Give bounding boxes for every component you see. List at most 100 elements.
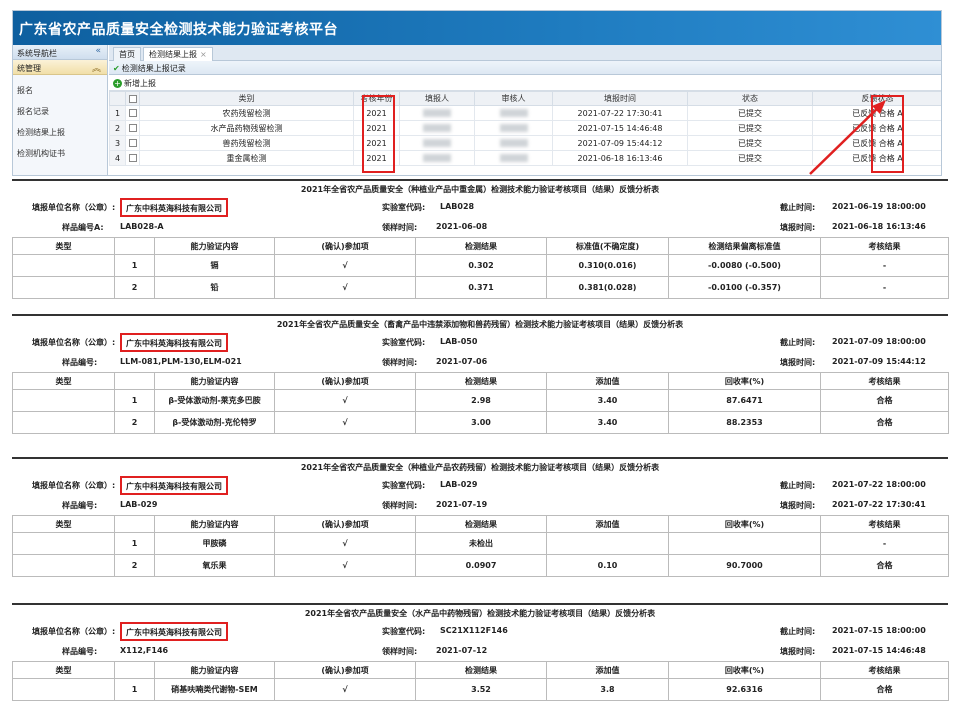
add-report-button[interactable]: + 新增上报: [113, 79, 156, 88]
deadline-label: 截止时间:: [780, 627, 816, 636]
report-cell: 3.40: [546, 411, 669, 434]
row-checkbox[interactable]: [128, 109, 137, 117]
report-header-cell: 考核结果: [820, 661, 949, 679]
report-cell: 2.98: [415, 389, 547, 412]
deadline-label: 截止时间:: [780, 203, 816, 212]
report-header-cell: (确认)参加项: [274, 237, 416, 255]
fill-time-label: 填报时间:: [780, 647, 816, 656]
feedback-status: 已反馈: [852, 153, 877, 163]
status-cell: 已提交: [687, 120, 813, 136]
sidebar-item-certificates[interactable]: 检测机构证书: [17, 149, 65, 158]
plus-icon: +: [113, 79, 122, 88]
report-header-cell: 检测结果: [415, 237, 547, 255]
sidebar-group[interactable]: 统管理 ︽: [13, 60, 107, 75]
table-row[interactable]: 3 兽药残留检测 2021 2021-07-09 15:44:12 已提交 已反馈 合格 …: [109, 135, 941, 151]
table-row[interactable]: 1 农药残留检测 2021 2021-07-22 17:30:41 已提交 已反馈 合格 …: [109, 105, 941, 121]
chevron-up-icon[interactable]: ︽: [91, 64, 101, 74]
section-divider: [12, 179, 948, 181]
feedback-status: 已反馈: [852, 138, 877, 148]
report-info-row-2: 样品编号A: LAB028-A 领样时间: 2021-06-08 填报时间: 2021-0…: [12, 217, 948, 237]
lab-code-value: LAB-029: [440, 480, 478, 489]
table-row[interactable]: 4 重金属检测 2021 2021-06-18 16:13:46 已提交 已反馈 合格 A: [109, 150, 941, 166]
category-cell: 重金属检测: [139, 150, 354, 166]
grid-header[interactable]: 填报时间: [552, 91, 688, 106]
sidebar-item-signup-records[interactable]: 报名记录: [17, 107, 49, 116]
sample-no-value: LAB028-A: [120, 222, 164, 231]
lab-code-label: 实验室代码:: [382, 627, 426, 636]
lab-code-value: LAB028: [440, 202, 475, 211]
row-checkbox[interactable]: [128, 124, 137, 132]
tab-home-label: 首页: [119, 50, 135, 59]
deadline-value: 2021-06-19 18:00:00: [832, 202, 926, 211]
reviewer-cell: [474, 105, 553, 121]
receive-time-value: 2021-07-12: [436, 646, 488, 655]
assessment-result: 合格 A: [878, 138, 903, 148]
grid-header-select[interactable]: [125, 91, 140, 106]
row-select[interactable]: [125, 120, 140, 136]
app-title: 广东省农产品质量安全检测技术能力验证考核平台: [13, 11, 941, 45]
reporter-cell: [399, 105, 475, 121]
report-header-cell: 回收率(%): [668, 372, 821, 390]
report-header-cell: 类型: [12, 515, 115, 533]
category-cell: 兽药残留检测: [139, 135, 354, 151]
grid-header[interactable]: 填报人: [399, 91, 475, 106]
feedback-cell[interactable]: 已反馈 合格 A: [812, 150, 941, 166]
sidebar-header: 系统导航栏 «: [13, 45, 107, 60]
report-header-cell: 回收率(%): [668, 515, 821, 533]
select-all-checkbox[interactable]: [128, 94, 137, 103]
report-info-row-2: 样品编号: LAB-029 领样时间: 2021-07-19 填报时间: 2021-07-…: [12, 495, 948, 515]
status-cell: 已提交: [687, 150, 813, 166]
report-header-cell: 检测结果: [415, 372, 547, 390]
report-cell: 合格: [820, 411, 949, 434]
row-select[interactable]: [125, 105, 140, 121]
report-header-cell: 添加值: [546, 372, 669, 390]
row-number: 2: [109, 120, 126, 136]
report-header-cell: 考核结果: [820, 372, 949, 390]
grid-header[interactable]: 反馈状态: [812, 91, 941, 106]
tab-result-report[interactable]: 检测结果上报 ×: [143, 47, 213, 61]
report-cell: √: [274, 411, 416, 434]
report-cell: 合格: [820, 678, 949, 701]
report-title: 2021年全省农产品质量安全（水产品中药物残留）检测技术能力验证考核项目（结果）…: [304, 609, 656, 618]
row-select[interactable]: [125, 135, 140, 151]
report-cell: 88.2353: [668, 411, 821, 434]
lab-code-value: LAB-050: [440, 337, 478, 346]
fill-time-value: 2021-07-09 15:44:12: [832, 357, 926, 366]
report-header-cell: 类型: [12, 372, 115, 390]
tab-home[interactable]: 首页: [113, 47, 141, 61]
report-cell: 0.371: [415, 276, 547, 299]
report-cell: 1: [114, 254, 155, 277]
grid-header[interactable]: 类别: [139, 91, 354, 106]
row-checkbox[interactable]: [128, 154, 137, 162]
report-cell: √: [274, 554, 416, 577]
row-checkbox[interactable]: [128, 139, 137, 147]
year-column-highlight: [362, 95, 395, 173]
report-cell: 氧乐果: [154, 554, 275, 577]
table-row[interactable]: 2 水产品药物残留检测 2021 2021-07-15 14:46:48 已提交 已反馈 …: [109, 120, 941, 136]
redacted-name: [423, 109, 451, 117]
fill-time-value: 2021-07-15 14:46:48: [832, 646, 926, 655]
report-header-cell: 能力验证内容: [154, 372, 275, 390]
collapse-sidebar-icon[interactable]: «: [95, 46, 101, 56]
grid-header[interactable]: 状态: [687, 91, 813, 106]
report-header-row: 类型 能力验证内容 (确认)参加项 检测结果 添加值 回收率(%) 考核结果: [12, 515, 949, 533]
report-header-cell: 考核结果: [820, 515, 949, 533]
report-cell: √: [274, 254, 416, 277]
time-cell: 2021-07-15 14:46:48: [552, 120, 688, 136]
sidebar-item-result-report[interactable]: 检测结果上报: [17, 128, 65, 137]
row-number: 1: [109, 105, 126, 121]
category-cell: 农药残留检测: [139, 105, 354, 121]
fill-time-label: 填报时间:: [780, 358, 816, 367]
sidebar-item-signup[interactable]: 报名: [17, 86, 33, 95]
report-cell: -: [820, 254, 949, 277]
report-cell: 1: [114, 389, 155, 412]
report-cell: [12, 532, 115, 555]
report-cell: 92.6316: [668, 678, 821, 701]
assessment-result: 合格 A: [878, 108, 903, 118]
grid-header[interactable]: 审核人: [474, 91, 553, 106]
report-cell: -: [820, 276, 949, 299]
report-cell: √: [274, 389, 416, 412]
close-icon[interactable]: ×: [200, 50, 207, 59]
report-header-cell: 回收率(%): [668, 661, 821, 679]
row-select[interactable]: [125, 150, 140, 166]
